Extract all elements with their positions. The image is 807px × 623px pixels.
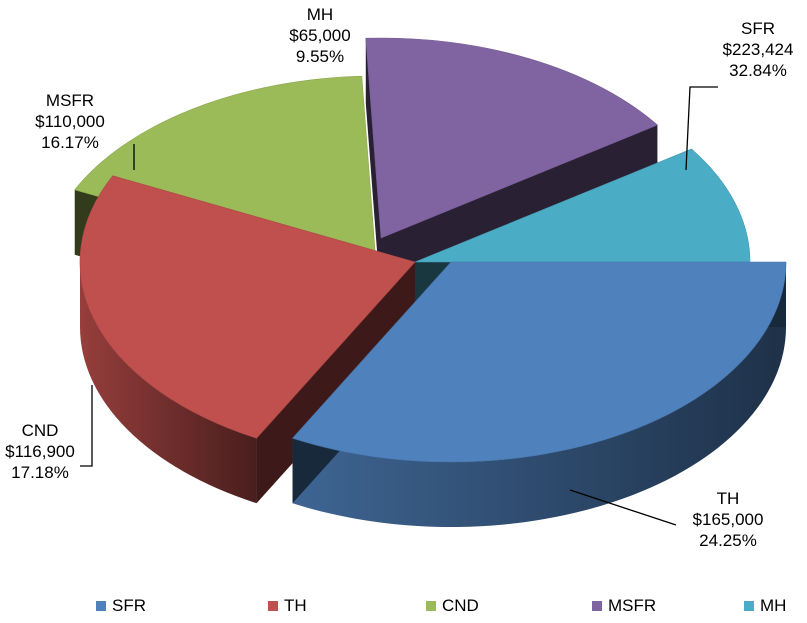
label-percent: 32.84% <box>729 61 787 80</box>
slice-sfr <box>292 261 787 463</box>
label-percent: 16.17% <box>41 133 99 152</box>
pie-labels: SFR $223,424 32.84% TH $165,000 24.25% CND $116… <box>5 5 793 550</box>
data-label-mh: MH $65,000 9.55% <box>289 5 350 66</box>
label-value: $65,000 <box>289 26 350 45</box>
label-percent: 17.18% <box>11 463 69 482</box>
pie-tops <box>74 37 787 463</box>
label-value: $165,000 <box>693 510 764 529</box>
label-value: $116,900 <box>5 442 75 461</box>
legend-label: TH <box>284 596 307 615</box>
legend-item-mh: MH <box>744 596 786 616</box>
slice-cnd <box>74 75 378 277</box>
legend-swatch <box>426 601 436 611</box>
legend-swatch <box>268 601 278 611</box>
legend-item-msfr: MSFR <box>592 596 656 616</box>
leader-line-cnd <box>80 385 93 467</box>
label-value: $223,424 <box>723 40 794 59</box>
legend-label: SFR <box>112 596 146 615</box>
legend-item-sfr: SFR <box>96 596 146 616</box>
label-percent: 24.25% <box>699 531 757 550</box>
legend-item-cnd: CND <box>426 596 479 616</box>
data-label-cnd: CND $116,900 17.18% <box>5 421 75 482</box>
data-label-th: TH $165,000 24.25% <box>693 489 764 550</box>
leader-line-sfr <box>685 86 718 171</box>
label-category: MH <box>307 5 333 24</box>
chart-legend: SFR TH CND MSFR MH <box>0 596 807 620</box>
label-category: CND <box>22 421 59 440</box>
legend-swatch <box>96 601 106 611</box>
slice-msfr-face-0 <box>365 38 381 303</box>
slice-mh <box>414 148 751 263</box>
leader-line-th <box>569 489 677 526</box>
label-value: $110,000 <box>35 112 105 131</box>
label-category: SFR <box>741 19 775 38</box>
slice-th <box>79 175 416 439</box>
slice-sfr-wall <box>292 262 786 527</box>
slice-msfr <box>365 37 658 239</box>
slice-th-wall <box>80 262 257 504</box>
legend-swatch <box>592 601 602 611</box>
legend-item-th: TH <box>268 596 307 616</box>
data-label-msfr: MSFR $110,000 16.17% <box>35 91 105 152</box>
legend-label: MSFR <box>608 596 657 615</box>
legend-label: CND <box>442 596 479 615</box>
label-percent: 9.55% <box>296 47 344 66</box>
legend-label: MH <box>760 596 787 615</box>
data-label-sfr: SFR $223,424 32.84% <box>723 19 794 80</box>
legend-swatch <box>744 601 754 611</box>
label-category: TH <box>717 489 740 508</box>
label-category: MSFR <box>46 91 94 110</box>
